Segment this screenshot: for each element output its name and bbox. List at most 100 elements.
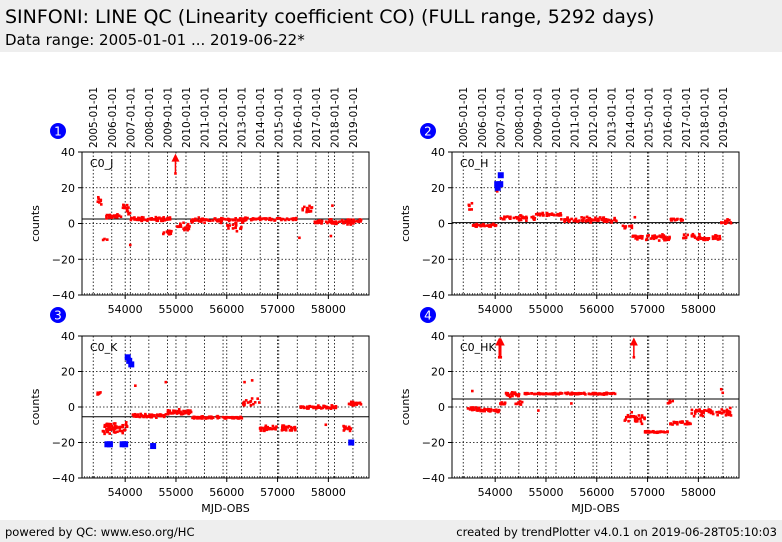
data-point — [342, 221, 345, 225]
data-point — [552, 392, 556, 395]
data-point — [244, 218, 248, 222]
data-point — [711, 412, 715, 416]
data-point — [691, 234, 695, 238]
data-point — [668, 235, 671, 239]
data-point — [199, 415, 203, 419]
data-point — [226, 224, 230, 228]
data-point — [487, 224, 491, 227]
data-point — [290, 429, 294, 432]
data-point — [510, 393, 514, 397]
data-point — [351, 404, 355, 407]
data-point — [133, 216, 136, 219]
data-point — [171, 412, 175, 415]
data-point — [559, 213, 563, 217]
data-point — [494, 408, 498, 412]
data-point — [587, 392, 591, 395]
data-point — [142, 415, 145, 419]
data-point — [351, 400, 355, 404]
data-point — [347, 426, 351, 429]
data-point — [280, 429, 284, 432]
data-point — [112, 426, 115, 430]
top-date-tick-label: 2012-01-01 — [218, 87, 230, 148]
data-point — [147, 217, 150, 221]
data-point — [627, 419, 630, 423]
data-point — [711, 410, 714, 414]
data-point — [266, 425, 269, 429]
data-point — [350, 220, 353, 224]
data-point — [541, 392, 545, 395]
data-point — [554, 392, 558, 396]
outlier-point — [150, 443, 157, 450]
data-point — [281, 217, 285, 221]
footer-powered-by[interactable]: powered by QC: www.eso.org/HC — [5, 525, 195, 539]
x-tick-label: 56000 — [209, 303, 244, 316]
data-point — [264, 425, 267, 429]
data-point — [201, 417, 204, 420]
data-point — [219, 219, 223, 222]
y-axis-label: counts — [29, 388, 42, 425]
top-date-tick-label: 2013-01-01 — [237, 87, 249, 148]
series-label: C0_H — [460, 157, 488, 170]
data-point — [326, 221, 329, 225]
data-point — [246, 216, 249, 220]
data-range-subtitle: Data range: 2005-01-01 ... 2019-06-22* — [5, 31, 305, 49]
data-point — [560, 217, 563, 221]
data-point — [718, 234, 721, 238]
data-point — [101, 238, 105, 242]
data-point — [503, 401, 507, 405]
data-point — [569, 392, 573, 396]
data-point — [356, 402, 360, 405]
outlier-point — [497, 181, 504, 188]
data-point — [468, 408, 472, 411]
data-point — [223, 416, 226, 419]
data-point — [344, 220, 348, 223]
data-point — [726, 218, 729, 221]
data-point — [580, 216, 583, 219]
data-point — [230, 416, 234, 420]
data-point — [517, 401, 520, 404]
data-point — [637, 414, 641, 417]
data-point — [714, 234, 717, 238]
data-point — [174, 411, 177, 414]
page-title: SINFONI: LINE QC (Linearity coefficient … — [5, 6, 655, 28]
data-point — [481, 224, 485, 227]
data-point — [596, 219, 599, 223]
chart-panel-3: 3 54000 55000 56000 57000 58000 −40 −20 0 20 40 cou… — [29, 307, 370, 515]
data-point — [607, 218, 610, 222]
data-point — [722, 410, 726, 414]
data-point — [165, 217, 169, 221]
data-point — [570, 402, 573, 405]
data-point — [234, 217, 237, 220]
data-point — [640, 422, 644, 426]
data-point — [194, 416, 198, 419]
data-point — [530, 215, 534, 219]
data-point — [613, 392, 617, 396]
data-point — [284, 218, 287, 222]
data-point — [281, 424, 285, 428]
y-axis-label: counts — [399, 205, 412, 242]
data-point — [161, 217, 165, 220]
data-point — [673, 218, 677, 222]
y-tick-label: 40 — [61, 330, 75, 343]
data-point — [495, 190, 499, 193]
data-point — [582, 216, 586, 220]
data-point — [320, 220, 323, 223]
data-point — [643, 417, 646, 421]
data-point — [151, 414, 155, 418]
data-point — [662, 237, 666, 240]
data-point — [284, 428, 288, 432]
data-point — [139, 412, 143, 416]
data-point — [517, 218, 521, 221]
data-point — [324, 220, 328, 224]
data-point — [640, 237, 644, 240]
y-tick-label: 0 — [438, 401, 445, 414]
data-point — [705, 237, 708, 240]
data-point — [99, 391, 102, 394]
data-point — [468, 204, 471, 208]
data-point — [306, 407, 309, 410]
y-tick-label: −20 — [422, 253, 445, 266]
data-point — [262, 427, 266, 430]
data-point — [671, 399, 675, 403]
data-point — [192, 415, 196, 419]
outlier-point — [494, 181, 501, 188]
